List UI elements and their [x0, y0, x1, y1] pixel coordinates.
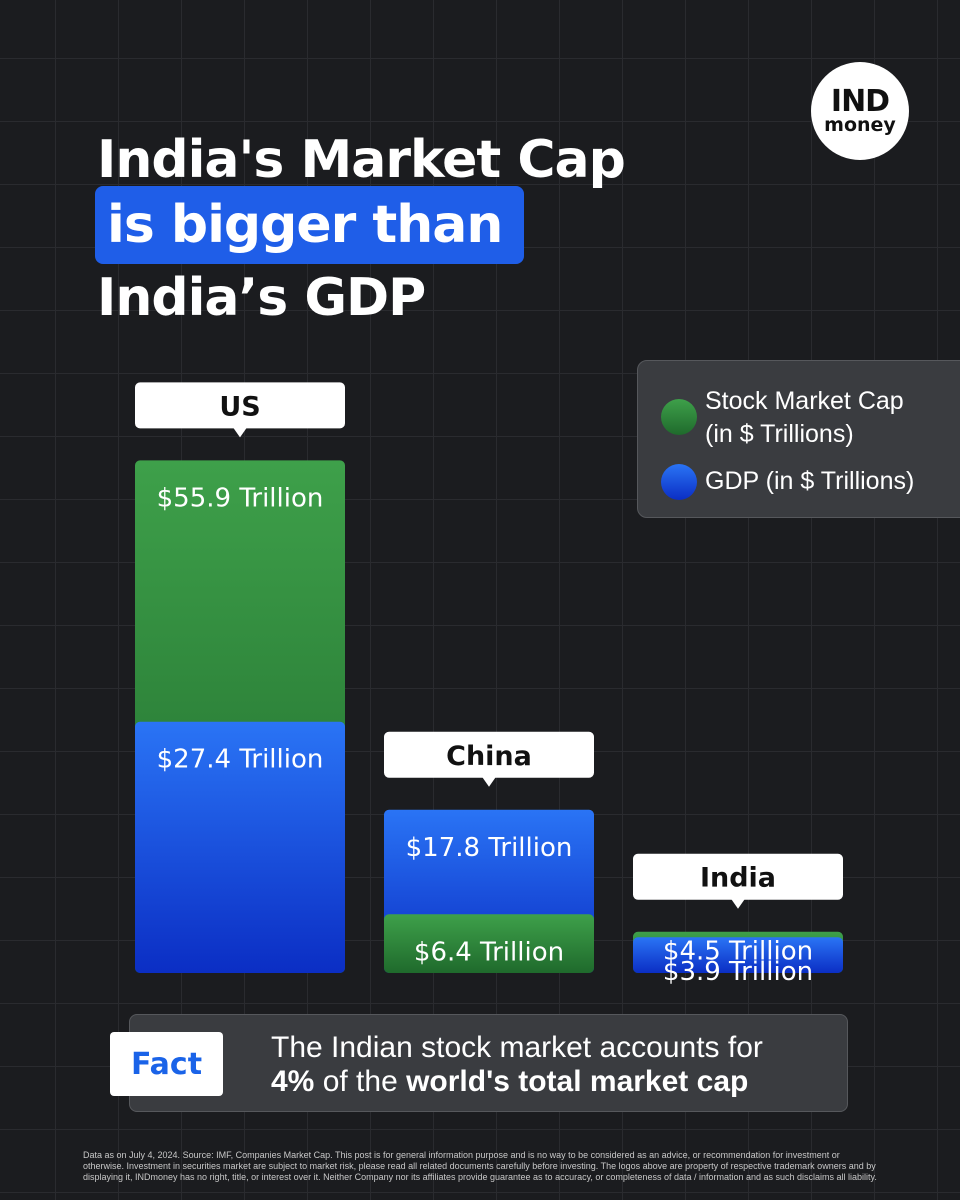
bar-label-us-gdp: $27.4 Trillion — [157, 745, 324, 775]
bar-india-gdp — [633, 937, 843, 973]
legend-market-cap-label: Stock Market Cap — [705, 387, 904, 415]
legend-market-cap-swatch — [661, 399, 697, 435]
disclaimer: Data as on July 4, 2024. Source: IMF, Co… — [83, 1150, 877, 1182]
country-callout-pointer-india — [731, 898, 745, 909]
fact-connector: of the — [314, 1065, 407, 1098]
logo-text-top: IND — [830, 84, 890, 119]
bar-label-india-market-cap: $4.5 Trillion — [663, 937, 813, 967]
country-callout-us — [135, 382, 345, 429]
bar-label-india-gdp: $3.9 Trillion — [663, 957, 813, 987]
fact-line-1: The Indian stock market accounts for — [271, 1031, 763, 1064]
fact-text: The Indian stock market accounts for 4% … — [271, 1031, 763, 1099]
bar-label-us-market-cap: $55.9 Trillion — [157, 483, 324, 513]
fact-box: Fact The Indian stock market accounts fo… — [110, 1014, 848, 1112]
bar-chart: $55.9 Trillion $27.4 Trillion US $17.8 Tril… — [135, 382, 843, 987]
title-highlight: is bigger than — [95, 186, 525, 264]
country-callout-pointer-us — [233, 427, 247, 438]
chart-legend: Stock Market Cap (in $ Trillions) GDP (i… — [637, 360, 960, 518]
country-callout-pointer-china — [482, 776, 496, 787]
fact-percent: 4% — [271, 1065, 315, 1098]
title-line-3: India’s GDP — [97, 268, 426, 328]
legend-gdp-label: GDP (in $ Trillions) — [705, 467, 915, 495]
logo-text-bottom: money — [824, 114, 896, 136]
bar-label-china-market-cap: $6.4 Trillion — [414, 937, 564, 967]
country-callout-china — [384, 731, 594, 778]
bar-china-market-cap — [384, 914, 594, 973]
fact-emphasis: world's total market cap — [406, 1065, 749, 1098]
fact-badge: Fact — [110, 1032, 223, 1096]
legend-market-cap-sublabel: (in $ Trillions) — [705, 420, 854, 448]
bar-label-china-gdp: $17.8 Trillion — [406, 833, 573, 863]
country-label-us: US — [219, 391, 260, 422]
country-label-china: China — [446, 741, 532, 772]
country-callout-india — [633, 853, 843, 900]
bar-us-gdp — [135, 721, 345, 973]
legend-gdp-swatch — [661, 464, 697, 500]
title-line-1: India's Market Cap — [97, 130, 626, 190]
country-label-india: India — [700, 863, 776, 894]
fact-line-2: 4% of the world's total market cap — [271, 1065, 763, 1099]
indmoney-logo: IND money — [811, 62, 909, 160]
